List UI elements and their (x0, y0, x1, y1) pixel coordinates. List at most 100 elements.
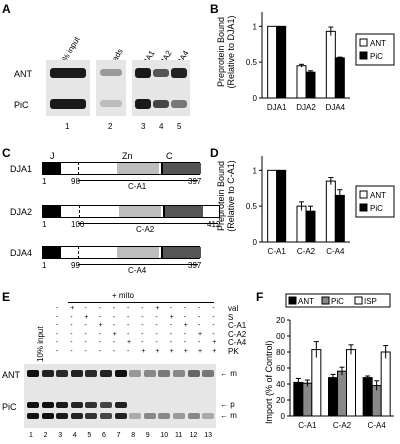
chart-b-xtick-label-2: DJA4 (326, 103, 346, 112)
condition-mark-val-10: - (169, 305, 172, 312)
start-dja4: 1 (42, 261, 47, 270)
e-lane-number-10: 10 (160, 432, 169, 439)
chart-d-legend-swatch-ant (359, 190, 368, 199)
end-dja1: 397 (188, 177, 202, 186)
chart-f-ytick-label-1: 20 (276, 396, 285, 405)
chart-b: 0 0.5 1 DJA1 DJA2 DJA4 ANT PiC (246, 12, 395, 112)
chart-b-ytick-label-0: 0 (253, 94, 258, 103)
c-domain-dja1 (163, 163, 201, 174)
cut-dja1: 98 (71, 177, 80, 186)
band-e-pic-p-6 (100, 402, 112, 408)
band-e-ant-11 (173, 370, 185, 377)
marker-ant-m: ← m (220, 369, 237, 378)
band-e-pic-p-1 (27, 402, 39, 408)
e-lane-number-1: 1 (29, 432, 33, 439)
chart-d-ylabel-line1: Preprotein Bound (216, 160, 226, 232)
cut-dja4: 99 (71, 261, 80, 270)
construct-name-dja2: DJA2 (10, 207, 33, 217)
condition-mark-val-13: - (212, 305, 215, 312)
band-e-pic-m-6 (100, 413, 112, 419)
band-a-pic-3 (135, 99, 151, 109)
condition-mark-c-a2-4: - (84, 330, 87, 338)
chart-f-xtick-label-1: C-A2 (333, 421, 352, 430)
band-e-ant-10 (158, 370, 171, 377)
band-e-ant-1 (27, 370, 39, 377)
fragment-line-dja2 (78, 223, 218, 224)
e-lane-number-2: 2 (43, 432, 48, 439)
condition-mark-s-10: + (169, 313, 174, 321)
chart-d-bar-ant-1 (296, 205, 307, 243)
condition-mark-c-a2-10: - (169, 330, 172, 338)
chart-f-ytick-label-4: 80 (276, 348, 285, 357)
c-domain-dja2 (165, 206, 203, 217)
chart-d-legend-label-ant: ANT (370, 191, 386, 200)
chart-d-ytick-label-1: 0.5 (246, 202, 258, 211)
end-dja4: 397 (188, 261, 202, 270)
band-e-ant-7 (114, 370, 127, 377)
e-lane-number-7: 7 (116, 432, 121, 439)
chart-f-legend-swatch-isp (354, 296, 363, 305)
condition-mark-pk-12: + (198, 347, 203, 355)
condition-mark-c-a4-2: - (56, 339, 59, 346)
condition-mark-c-a4-11: - (183, 339, 187, 346)
condition-mark-c-a4-13: + (212, 339, 217, 346)
end-dja2: 412 (207, 220, 221, 229)
condition-mark-s-8: - (141, 313, 144, 321)
e-lane-number-6: 6 (102, 432, 106, 439)
chart-f-ytick-label-2: 40 (276, 380, 285, 389)
band-e-pic-p-7 (114, 402, 127, 408)
chart-b-xtick-label-0: DJA1 (267, 103, 287, 112)
band-e-pic-m-10 (158, 413, 171, 419)
condition-mark-val-11: - (183, 305, 187, 312)
chart-b-xtick-label-1: DJA2 (296, 103, 316, 112)
chart-b-bar-ant-0 (267, 25, 278, 99)
condition-mark-val-9: + (155, 305, 160, 312)
chart-d-bar-ant-2 (325, 180, 336, 243)
condition-mark-c-a4-6: - (112, 339, 116, 346)
domain-label-j: J (50, 151, 55, 161)
condition-mark-c-a1-8: - (141, 322, 144, 329)
chart-f: 0 20 40 60 80 100 120 C-A1 C-A2 C-A4 ANT PiC ISP (276, 293, 394, 430)
band-e-pic-m-4 (70, 413, 83, 419)
condition-mark-c-a2-7: - (127, 330, 130, 338)
band-e-ant-13 (202, 370, 215, 377)
condition-mark-c-a1-10: - (169, 322, 172, 329)
chart-b-legend-swatch-pic (359, 51, 368, 60)
chart-f-legend-box (285, 293, 391, 308)
condition-mark-val-2: - (56, 305, 59, 312)
chart-f-bar-pic-0 (302, 382, 313, 417)
band-e-pic-m-9 (143, 413, 156, 419)
condition-mark-c-a4-12: - (198, 339, 201, 346)
condition-mark-c-a1-4: - (84, 322, 87, 329)
condition-mark-s-9: - (155, 313, 158, 321)
lane-number-4: 4 (159, 122, 164, 131)
chart-f-ytick-label-3: 60 (276, 364, 285, 373)
chart-f-bar-isp-2 (380, 351, 391, 417)
fragment-line-dja4 (78, 264, 198, 265)
j-domain-dja4 (43, 247, 61, 258)
marker-pic-m-text: m (230, 411, 237, 420)
condition-label-c-a2: C-A2 (228, 329, 247, 339)
condition-mark-pk-11: + (183, 347, 188, 355)
condition-mark-c-a2-5: - (98, 330, 101, 338)
condition-mark-val-7: - (127, 305, 130, 312)
band-a-ant-4 (153, 69, 169, 77)
condition-mark-c-a1-11: + (183, 322, 188, 329)
chart-d-ylabel: Preprotein Bound (Relative to C-A1) (216, 148, 236, 244)
chart-f-bar-ant-1 (328, 377, 338, 417)
construct-name-dja1: DJA1 (10, 164, 33, 174)
start-dja1: 1 (42, 177, 47, 186)
condition-mark-c-a4-5: - (98, 339, 101, 346)
zn-domain-dja4 (117, 247, 159, 258)
condition-mark-c-a4-4: - (84, 339, 87, 346)
band-a-pic-4 (153, 100, 169, 108)
band-e-ant-6 (100, 370, 112, 377)
condition-mark-c-a2-2: - (56, 330, 59, 338)
condition-mark-s-12: - (198, 313, 201, 321)
chart-f-ytick-label-0: 0 (281, 412, 286, 421)
band-a-ant-3 (135, 68, 151, 78)
band-e-ant-2 (41, 370, 54, 377)
zn-domain-dja2 (119, 206, 161, 217)
cut-site-dja2 (79, 205, 80, 218)
chart-d-bar-ant-0 (267, 169, 278, 243)
